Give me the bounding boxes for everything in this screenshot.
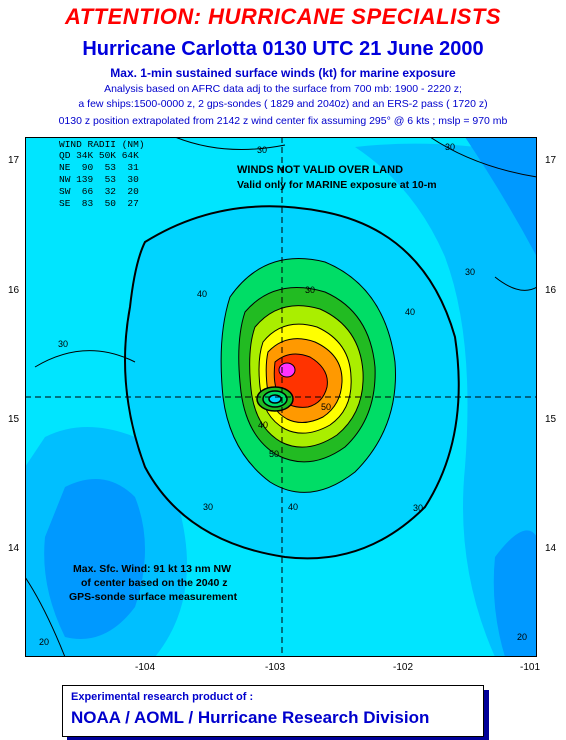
contour-label: 30 [305, 285, 316, 295]
land-warning: WINDS NOT VALID OVER LAND [237, 164, 404, 176]
contour-label: 50 [269, 449, 280, 459]
wind-radii-row: NW 139 53 30 [59, 174, 139, 185]
contour-label: 40 [258, 420, 269, 430]
contour-label: 20 [517, 632, 528, 642]
contour-label: 30 [465, 267, 476, 277]
analysis-note-2: a few ships:1500-0000 z, 2 gps-sondes ( … [78, 98, 488, 110]
analysis-note-3: 0130 z position extrapolated from 2142 z… [58, 115, 508, 127]
analysis-note-1: Analysis based on AFRC data adj to the s… [104, 83, 462, 95]
wind-radii-row: SE 83 50 27 [59, 198, 139, 209]
lat-tick-right: 17 [545, 155, 557, 166]
footer-line-1: Experimental research product of : [71, 691, 254, 703]
page-title: Hurricane Carlotta 0130 UTC 21 June 2000 [82, 38, 484, 60]
lat-tick-left: 17 [8, 155, 20, 166]
lat-tick-left: 15 [8, 414, 20, 425]
contour-label: 40 [405, 307, 416, 317]
contour-30kt-east [494, 276, 537, 291]
contour-label: 40 [197, 289, 208, 299]
wind-radii-columns: QD 34K 50K 64K [59, 150, 139, 161]
contour-label: 50 [321, 402, 332, 412]
contour-30kt-north [174, 137, 286, 150]
contour-label: 40 [288, 502, 299, 512]
lat-tick-right: 16 [545, 285, 557, 296]
lon-tick: -103 [265, 662, 286, 673]
attention-banner: ATTENTION: HURRICANE SPECIALISTS [64, 4, 502, 29]
lat-tick-right: 15 [545, 414, 557, 425]
max-wind-line-3: GPS-sonde surface measurement [69, 591, 238, 603]
contour-label: 30 [445, 142, 456, 152]
subtitle: Max. 1-min sustained surface winds (kt) … [110, 66, 456, 80]
contour-30kt-west [34, 350, 136, 368]
lon-tick: -102 [393, 662, 414, 673]
lat-tick-right: 14 [545, 543, 557, 554]
wind-radii-row: SW 66 32 20 [59, 186, 139, 197]
contour-label: 20 [39, 637, 50, 647]
ocean-region-deep [44, 479, 145, 639]
footer-line-2: NOAA / AOML / Hurricane Research Divisio… [71, 708, 430, 727]
wind-contour-svg [25, 137, 537, 657]
lon-tick: -104 [135, 662, 156, 673]
contour-20kt-sw [25, 576, 66, 657]
wind-field-map: 30 30 40 30 40 50 30 40 50 30 40 30 20 2… [25, 137, 537, 657]
max-wind-line-2: of center based on the 2040 z [81, 577, 228, 589]
contour-label: 30 [257, 145, 268, 155]
contour-label: 30 [413, 503, 424, 513]
map-frame [25, 137, 537, 657]
contour-label: 30 [203, 502, 214, 512]
max-wind-center [278, 362, 296, 378]
lat-tick-left: 16 [8, 285, 20, 296]
wind-radii-row: NE 90 53 31 [59, 162, 139, 173]
validity-note: Valid only for MARINE exposure at 10-m [237, 179, 437, 191]
eye-ring-inner [268, 394, 282, 404]
ocean-region-se [493, 530, 537, 657]
ocean-region-east [355, 143, 537, 657]
contour-20kt-ne [429, 137, 537, 178]
lat-tick-left: 14 [8, 543, 20, 554]
ocean-region-ne [465, 137, 537, 257]
footer-credit-box: Experimental research product of : NOAA … [62, 685, 484, 737]
contour-label: 30 [58, 339, 69, 349]
lon-tick: -101 [520, 662, 541, 673]
wind-radii-header: WIND RADII (NM) [59, 139, 145, 150]
max-wind-line-1: Max. Sfc. Wind: 91 kt 13 nm NW [73, 563, 232, 575]
